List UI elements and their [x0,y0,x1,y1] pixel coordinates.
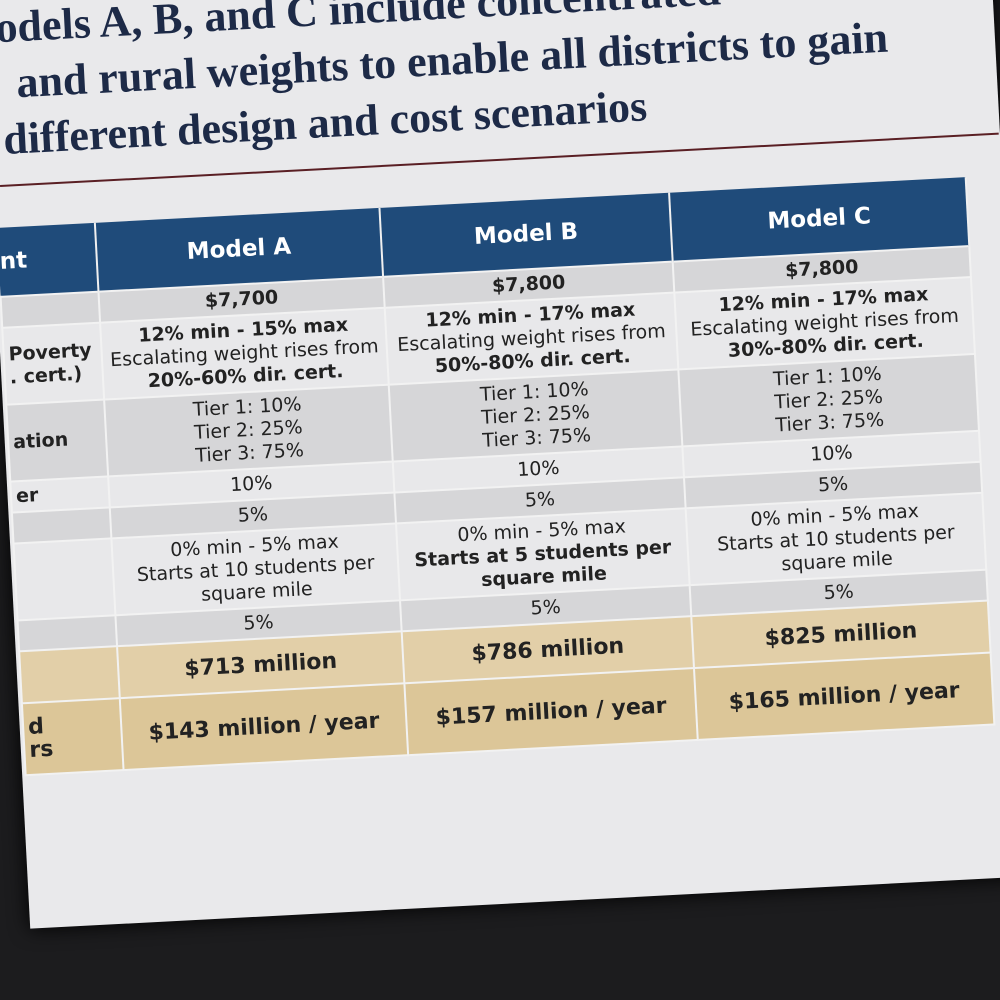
table-cell: $143 million / year [119,683,409,771]
row-label: d rs [21,698,124,776]
row-label: ation [6,399,109,482]
table-cell: 0% min - 5% max Starts at 10 students per… [111,523,401,616]
label-line: rs [28,736,54,763]
row-label [0,291,101,328]
cell-line: $143 million / year [147,708,380,746]
label-line: Poverty [8,338,93,365]
label-line: . cert.) [9,362,83,388]
table-cell: $157 million / year [404,668,698,756]
cell-line: $825 million [763,617,918,651]
table: nt Model A Model B Model C $7,700 $7,800 $… [0,177,995,776]
row-label: Poverty. cert.) [2,322,105,405]
row-label [17,615,118,652]
label-line: ation [12,428,69,454]
header-cell: nt [0,222,99,297]
row-label [19,646,120,704]
row-label [11,507,112,544]
row-label: er [10,476,110,513]
table-cell: 12% min - 15% max Escalating weight rises… [100,307,389,400]
table-cell: Tier 1: 10% Tier 2: 25% Tier 3: 75% [104,384,393,477]
row-label [13,538,116,621]
label-line: er [15,484,39,508]
cell-line: $157 million / year [435,693,668,731]
cell-line: $165 million / year [728,677,961,715]
cell-line: $786 million [470,633,625,667]
table-cell: $165 million / year [693,652,995,740]
cell-line: $713 million [183,648,338,682]
